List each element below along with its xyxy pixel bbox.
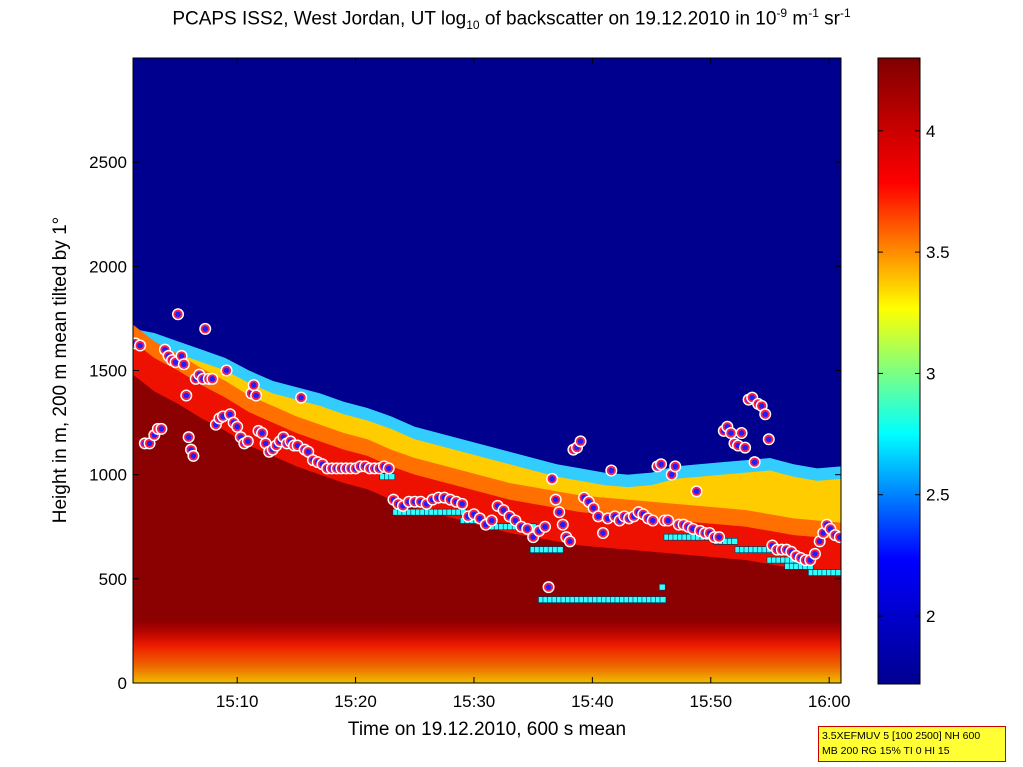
- colorbar-tick-label: 3.5: [926, 243, 950, 262]
- layer-detection-point: [206, 372, 219, 385]
- x-tick-label: 15:10: [216, 692, 259, 711]
- x-tick-label: 15:40: [571, 692, 614, 711]
- layer-detection-point: [808, 547, 821, 560]
- colorbar: 2 2.5 3 3.5 4: [877, 57, 950, 685]
- y-axis: 0 500 1000 1500 2000 2500: [89, 153, 841, 693]
- cloud-base-marker: [556, 546, 564, 553]
- x-tick-label: 15:30: [453, 692, 496, 711]
- chart-title: PCAPS ISS2, West Jordan, UT log10 of bac…: [0, 6, 1023, 32]
- layer-detection-point: [155, 422, 168, 435]
- layer-detection-point: [762, 433, 775, 446]
- y-axis-label: Height in m, 200 m mean tilted by 1°: [50, 217, 71, 523]
- layer-detection-point: [669, 460, 682, 473]
- layer-detection-point: [134, 339, 147, 352]
- cloud-base-marker: [388, 473, 396, 481]
- y-tick-label: 500: [99, 570, 127, 589]
- layer-detection-point: [739, 441, 752, 454]
- layer-detection-point: [748, 456, 761, 469]
- layer-detection-point: [382, 462, 395, 475]
- x-tick-label: 15:50: [689, 692, 732, 711]
- title-unit-m-exponent: -1: [808, 6, 819, 20]
- layer-detection-point: [833, 531, 841, 544]
- x-tick-label: 15:20: [334, 692, 377, 711]
- band-surface-layer: [133, 620, 841, 683]
- title-prefix: PCAPS ISS2, West Jordan, UT log: [172, 8, 467, 30]
- y-tick-label: 1000: [89, 466, 127, 485]
- layer-detection-point: [759, 408, 772, 421]
- layer-detection-point: [247, 379, 260, 392]
- info-line-2: MB 200 RG 15% TI 0 HI 15: [822, 745, 950, 757]
- colorbar-tick-label: 2: [926, 607, 935, 626]
- layer-detection-point: [662, 514, 675, 527]
- colorbar-tick-label: 4: [926, 122, 935, 141]
- x-axis-label: Time on 19.12.2010, 600 s mean: [348, 719, 626, 740]
- colorbar-tick-label: 3: [926, 364, 935, 383]
- layer-detection-point: [724, 427, 737, 439]
- layer-detection-point: [231, 420, 244, 433]
- cloud-base-marker: [659, 596, 667, 603]
- y-tick-label: 0: [118, 674, 127, 693]
- layer-detection-point: [574, 435, 587, 448]
- layer-detection-point: [655, 458, 668, 471]
- layer-detection-point: [220, 364, 233, 377]
- colorbar-scale: [877, 57, 921, 685]
- layer-detection-point: [546, 472, 559, 485]
- cloud-base-marker: [658, 583, 666, 591]
- layer-detection-point: [182, 431, 195, 444]
- layer-detection-point: [539, 520, 552, 533]
- x-axis: 15:10 15:20 15:30 15:40 15:50 16:00: [216, 58, 851, 711]
- processing-info-box: 3.5XEFMUV 5 [100 2500] NH 600 MB 200 RG …: [818, 726, 1006, 762]
- layer-detection-point: [456, 497, 469, 510]
- layer-detection-point: [250, 389, 263, 402]
- info-line-1: 3.5XEFMUV 5 [100 2500] NH 600: [822, 730, 981, 742]
- layer-detection-point: [241, 435, 254, 448]
- y-tick-label: 2000: [89, 257, 127, 276]
- y-tick-label: 2500: [89, 153, 127, 172]
- layer-detection-point: [295, 391, 308, 404]
- layer-detection-point: [597, 527, 610, 539]
- layer-detection-point: [563, 535, 576, 548]
- title-unit-sr-exponent: -1: [840, 6, 851, 20]
- title-log-base: 10: [466, 18, 480, 33]
- layer-detection-point: [187, 449, 200, 462]
- layer-detection-series: [133, 308, 841, 594]
- layer-detection-point: [592, 510, 605, 523]
- title-unit-m: m: [787, 8, 809, 30]
- colorbar-ticks: 2 2.5 3 3.5 4: [878, 122, 950, 626]
- colorbar-tick-label: 2.5: [926, 486, 950, 505]
- layer-detection-point: [256, 427, 269, 439]
- layer-detection-point: [180, 389, 193, 402]
- layer-detection-point: [690, 485, 703, 498]
- layer-detection-point: [171, 308, 184, 321]
- title-middle: of backscatter on 19.12.2010 in 10: [479, 8, 777, 30]
- title-exponent: -9: [776, 6, 788, 20]
- heatmap-plot-area: [133, 58, 841, 683]
- x-tick-label: 16:00: [808, 692, 851, 711]
- y-tick-label: 1500: [89, 362, 127, 381]
- layer-detection-point: [177, 358, 190, 371]
- layer-detection-point: [199, 322, 212, 335]
- layer-detection-point: [542, 581, 555, 594]
- layer-detection-point: [605, 464, 618, 477]
- layer-detection-point: [521, 522, 534, 535]
- layer-detection-point: [646, 514, 659, 527]
- layer-detection-point: [735, 427, 748, 439]
- cloud-base-marker: [835, 569, 841, 576]
- layer-detection-point: [553, 506, 566, 519]
- layer-detection-point: [556, 518, 569, 531]
- cloud-base-marker: [731, 538, 738, 545]
- cloud-base-series: [379, 473, 841, 603]
- title-unit-sr: sr: [818, 8, 840, 30]
- layer-detection-point: [549, 493, 562, 506]
- layer-detection-point: [485, 514, 498, 527]
- layer-detection-point: [713, 531, 726, 544]
